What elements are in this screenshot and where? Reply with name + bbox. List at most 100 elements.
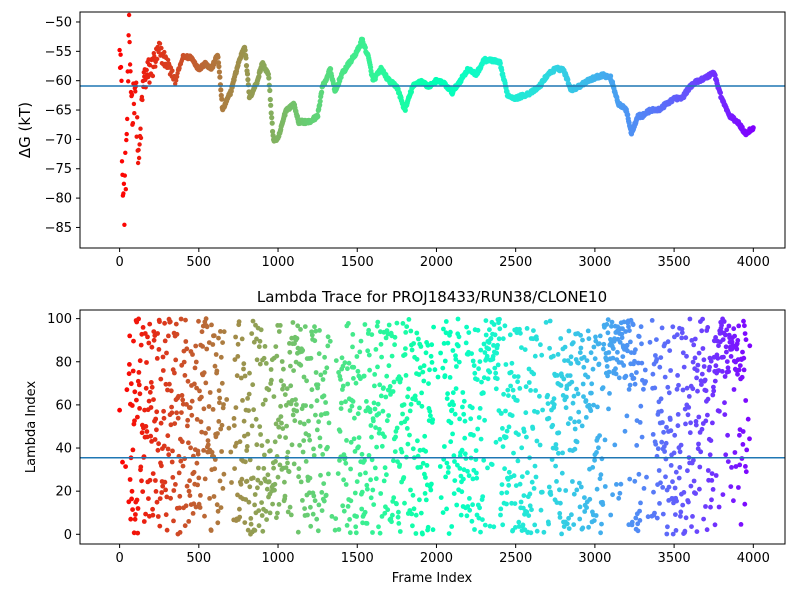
bottom-data-point	[472, 527, 477, 532]
bottom-data-point	[605, 373, 610, 379]
bottom-data-point	[596, 361, 602, 367]
bottom-data-point	[722, 374, 728, 379]
bottom-data-point	[254, 357, 260, 363]
bottom-data-point	[164, 527, 170, 533]
bottom-x-ticks: 0 500 1000 1500 2000 2500 3000 3500 4000	[115, 544, 770, 566]
bottom-data-point	[168, 495, 174, 501]
bottom-data-point	[371, 400, 377, 406]
top-data-point	[147, 80, 152, 85]
bottom-data-point	[165, 446, 171, 452]
bottom-data-point	[531, 371, 537, 377]
bottom-data-point	[352, 490, 358, 496]
bottom-data-point	[442, 358, 448, 364]
bottom-data-point	[600, 502, 606, 507]
bottom-data-point	[553, 446, 559, 451]
bottom-data-point	[609, 319, 615, 325]
bottom-data-point	[496, 336, 502, 342]
top-data-point	[134, 80, 139, 85]
bottom-data-point	[247, 457, 253, 463]
bottom-data-point	[410, 492, 416, 498]
bottom-data-point	[177, 505, 182, 511]
bottom-data-point	[740, 442, 746, 447]
bottom-data-point	[502, 323, 508, 329]
bottom-data-point	[493, 370, 499, 376]
bottom-data-point	[437, 464, 443, 469]
bottom-data-point	[623, 373, 629, 379]
bottom-data-point	[721, 319, 727, 324]
bottom-data-point	[443, 330, 449, 336]
bottom-data-point	[602, 437, 608, 443]
bottom-data-point	[251, 407, 256, 413]
bottom-data-point	[322, 354, 327, 360]
bottom-data-point	[460, 404, 465, 410]
bottom-data-point	[631, 375, 637, 381]
bottom-data-point	[660, 485, 666, 490]
bottom-data-point	[368, 423, 374, 428]
bottom-data-point	[316, 502, 322, 508]
bottom-data-point	[568, 361, 574, 366]
bottom-data-point	[282, 392, 288, 397]
bottom-data-point	[242, 520, 248, 525]
bottom-scatter-points	[117, 316, 753, 537]
bottom-data-point	[562, 358, 567, 363]
bottom-data-point	[707, 364, 712, 370]
bottom-data-point	[563, 405, 569, 411]
bottom-data-point	[134, 497, 140, 503]
bottom-data-point	[454, 364, 459, 369]
bottom-data-point	[655, 446, 661, 452]
bottom-data-point	[400, 411, 405, 417]
bottom-data-point	[356, 444, 361, 450]
bottom-data-point	[400, 321, 406, 326]
bottom-data-point	[425, 342, 431, 348]
bottom-data-point	[666, 484, 672, 490]
bottom-data-point	[435, 374, 441, 380]
bottom-data-point	[516, 432, 521, 437]
bottom-data-point	[609, 323, 614, 329]
bottom-data-point	[513, 483, 519, 488]
bottom-data-point	[285, 449, 291, 455]
bottom-data-point	[129, 496, 135, 502]
bottom-data-point	[124, 387, 130, 393]
bottom-data-point	[515, 458, 521, 464]
bottom-data-point	[740, 349, 745, 355]
bottom-data-point	[194, 417, 200, 422]
bottom-data-point	[532, 463, 538, 469]
bottom-data-point	[717, 408, 722, 414]
bottom-data-point	[325, 444, 330, 450]
bottom-data-point	[401, 475, 407, 480]
bottom-data-point	[214, 502, 220, 508]
bottom-data-point	[594, 450, 599, 455]
bottom-data-point	[461, 476, 466, 482]
bottom-data-point	[637, 518, 643, 523]
bottom-data-point	[248, 521, 254, 527]
bottom-data-point	[362, 458, 367, 463]
bottom-data-point	[250, 318, 256, 324]
bottom-data-point	[149, 344, 155, 350]
bottom-data-point	[170, 475, 176, 480]
bottom-data-point	[677, 465, 683, 470]
bottom-data-point	[190, 352, 195, 357]
bottom-data-point	[685, 412, 691, 418]
bottom-data-point	[733, 464, 739, 469]
bottom-data-point	[369, 434, 374, 440]
bottom-data-point	[266, 387, 272, 393]
bottom-data-point	[540, 407, 545, 413]
bottom-data-point	[131, 530, 137, 536]
bottom-data-point	[742, 331, 748, 336]
bottom-data-point	[469, 351, 474, 356]
bottom-data-point	[532, 353, 538, 359]
bottom-data-point	[429, 342, 435, 348]
bottom-data-point	[384, 418, 390, 424]
bottom-data-point	[659, 439, 665, 445]
x-tick-label: 2500	[499, 551, 532, 566]
bottom-data-point	[291, 461, 297, 467]
bottom-data-point	[737, 432, 742, 438]
bottom-data-point	[738, 522, 744, 527]
bottom-data-point	[245, 527, 251, 533]
bottom-data-point	[393, 434, 398, 440]
bottom-data-point	[554, 479, 559, 484]
top-data-point	[121, 191, 126, 196]
bottom-data-point	[590, 465, 596, 470]
bottom-data-point	[195, 451, 201, 457]
bottom-data-point	[664, 424, 669, 430]
